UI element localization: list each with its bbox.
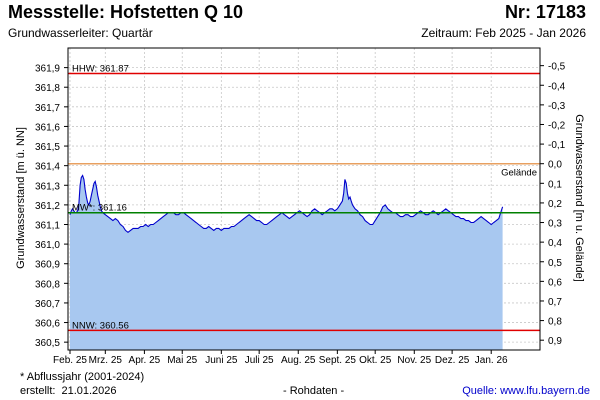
reference-line-label: MW*: 361.16 [72,203,127,214]
x-tick-label: Nov. 25 [397,355,431,366]
created-date: 21.01.2026 [61,385,117,397]
y-tick-label-right: -0,4 [548,81,566,92]
y-tick-label-left: 360,5 [35,338,60,349]
y-tick-label-left: 361,1 [35,220,60,231]
reference-line-label: NNW: 360.56 [72,320,129,331]
y-axis-label-left: Grundwasserstand [m ü. NN] [15,127,27,269]
y-tick-label-left: 360,6 [35,319,60,330]
y-tick-label-left: 361,2 [35,201,60,212]
y-axis-label-right: Grundwasserstand [m u. Gelände] [573,114,585,282]
station-number: Nr: 17183 [504,2,586,22]
y-tick-label-right: 0,8 [548,317,562,328]
y-tick-label-right: 0,2 [548,199,562,210]
series-area [70,175,503,350]
x-tick-label: Mai 25 [167,355,197,366]
source-link[interactable]: Quelle: www.lfu.bayern.de [462,385,590,397]
x-tick-label: Feb. 25 [53,355,87,366]
x-tick-label: Sept. 25 [319,355,357,366]
y-tick-label-left: 361,0 [35,240,60,251]
y-tick-label-right: 0,9 [548,336,562,347]
y-tick-label-left: 361,4 [35,162,60,173]
reference-line-label: Gelände [501,168,537,179]
y-tick-label-right: 0,1 [548,179,562,190]
y-tick-label-right: 0,7 [548,297,562,308]
y-tick-label-left: 361,9 [35,64,60,75]
footnote-abflussjahr: * Abflussjahr (2001-2024) [20,371,145,383]
y-tick-label-left: 361,3 [35,181,60,192]
x-tick-label: Dez. 25 [435,355,470,366]
y-tick-label-right: 0,4 [548,238,562,249]
series-line [69,174,504,233]
x-tick-label: Apr. 25 [129,355,161,366]
y-tick-label-right: 0,6 [548,277,562,288]
y-tick-label-left: 361,8 [35,83,60,94]
y-tick-label-left: 361,5 [35,142,60,153]
y-tick-label-right: -0,3 [548,101,566,112]
x-tick-label: Juni 25 [205,355,238,366]
y-tick-label-left: 361,7 [35,103,60,114]
chart-area-layer [69,174,504,350]
created-label: erstellt: [20,385,56,397]
plot-frame [67,47,541,351]
y-tick-label-right: -0,1 [548,140,566,151]
y-tick-label-left: 360,7 [35,299,60,310]
y-tick-label-right: 0,5 [548,258,562,269]
x-tick-label: Juli 25 [245,355,274,366]
raw-data-note: - Rohdaten - [283,385,345,397]
y-tick-label-left: 361,6 [35,122,60,133]
x-tick-label: Mrz. 25 [89,355,123,366]
created-info: erstellt: 21.01.2026 [20,385,123,397]
y-tick-label-right: 0,3 [548,219,562,230]
aquifer-label: Grundwasserleiter: Quartär [8,26,153,40]
chart-axes: 361,9 361,8 361,7 361,6 361,5 361,4 361,3 361,2… [35,47,566,366]
x-tick-label: Aug. 25 [281,355,316,366]
y-tick-label-right: 0,0 [548,160,562,171]
x-tick-label: Jan. 26 [475,355,508,366]
y-tick-label-left: 360,8 [35,279,60,290]
y-tick-label-left: 360,9 [35,260,60,271]
station-title: Messstelle: Hofstetten Q 10 [8,2,244,22]
reference-lines: HHW: 361.87 Gelände MW*: 361.16 NNW: 360.56 [68,63,540,331]
x-tick-label: Okt. 25 [359,355,392,366]
y-tick-label-right: -0,2 [548,120,566,131]
reference-line-label: HHW: 361.87 [72,63,129,74]
period-label: Zeitraum: Feb 2025 - Jan 2026 [421,26,586,40]
y-tick-label-right: -0,5 [548,62,566,73]
